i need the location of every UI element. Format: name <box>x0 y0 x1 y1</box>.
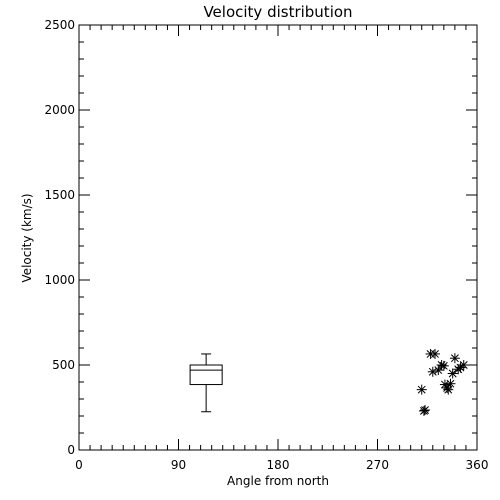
y-tick-label: 500 <box>52 358 75 372</box>
y-tick-label: 2000 <box>44 103 75 117</box>
data-point <box>420 405 431 416</box>
y-axis-label: Velocity (km/s) <box>20 193 34 282</box>
x-tick-label: 360 <box>466 458 489 472</box>
boxplot <box>189 353 223 413</box>
data-point <box>416 384 427 395</box>
axis-ticks <box>78 24 478 451</box>
x-tick-labels: 0 90 180 270 360 <box>75 458 488 472</box>
data-point <box>433 365 444 376</box>
y-tick-label: 1000 <box>44 273 75 287</box>
x-tick-label: 0 <box>75 458 83 472</box>
y-tick-label: 1500 <box>44 188 75 202</box>
data-point <box>458 360 469 370</box>
data-point <box>445 378 456 389</box>
data-point <box>438 360 449 371</box>
y-tick-label: 2500 <box>44 18 75 32</box>
data-point <box>447 368 458 379</box>
data-point <box>427 366 438 377</box>
chart-title: Velocity distribution <box>203 3 352 21</box>
data-point <box>449 353 460 364</box>
x-axis-label: Angle from north <box>227 474 329 488</box>
y-tick-labels: 0 500 1000 1500 2000 2500 <box>44 18 75 457</box>
x-tick-label: 270 <box>366 458 389 472</box>
data-points <box>416 348 469 416</box>
data-point <box>429 348 440 359</box>
x-tick-label: 90 <box>171 458 186 472</box>
y-tick-label: 0 <box>67 443 75 457</box>
boxplot-box <box>189 364 223 386</box>
x-tick-label: 180 <box>267 458 290 472</box>
